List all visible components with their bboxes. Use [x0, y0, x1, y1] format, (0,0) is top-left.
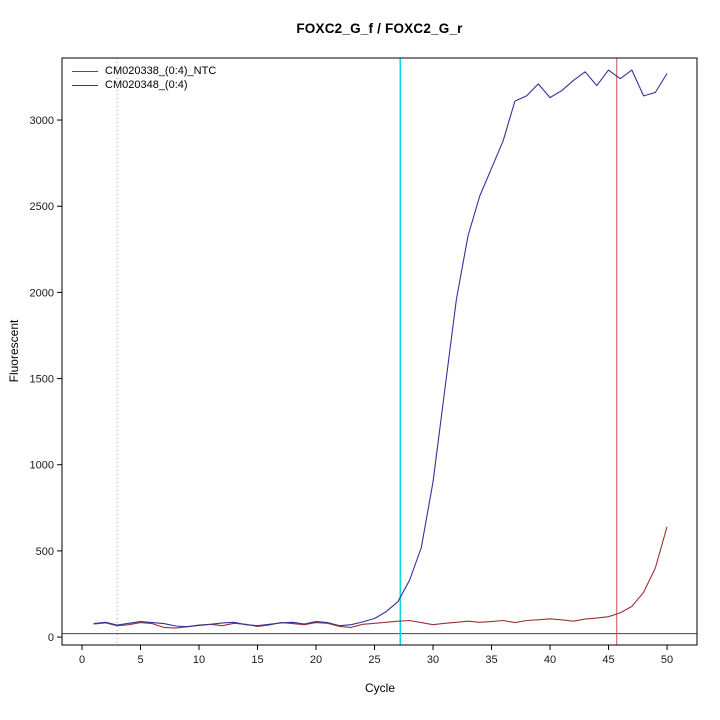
y-tick-label: 1000	[30, 460, 54, 472]
legend-label-ntc: CM020338_(0:4)_NTC	[105, 65, 217, 77]
series-line-ntc	[93, 526, 668, 629]
x-tick-label: 5	[137, 654, 143, 666]
plot-border	[61, 57, 698, 646]
legend-line-swatch-sample	[72, 84, 98, 86]
x-tick-label: 45	[602, 654, 614, 666]
y-tick-label: 2500	[30, 201, 54, 213]
x-tick-label: 10	[193, 654, 205, 666]
chart-title: FOXC2_G_f / FOXC2_G_r	[296, 21, 463, 36]
y-axis-label: Fluorescent	[7, 319, 21, 383]
y-tick-label: 1500	[30, 374, 54, 386]
y-tick-label: 500	[36, 546, 54, 558]
x-tick-label: 30	[427, 654, 439, 666]
x-tick-label: 20	[310, 654, 322, 666]
x-tick-label: 15	[251, 654, 263, 666]
x-tick-label: 50	[661, 654, 673, 666]
y-axis: 0 500 1000 1500 2000 2500 3000	[30, 115, 62, 644]
x-tick-label: 25	[368, 654, 380, 666]
legend-item-ntc: CM020338_(0:4)_NTC	[72, 64, 216, 78]
legend-item-sample: CM020348_(0:4)	[72, 78, 216, 92]
x-tick-label: 35	[485, 654, 497, 666]
x-tick-label: 40	[544, 654, 556, 666]
y-tick-label: 2000	[30, 287, 54, 299]
series-line-sample	[93, 69, 668, 628]
x-tick-label: 0	[79, 654, 85, 666]
legend-line-swatch-ntc	[72, 70, 98, 72]
legend-label-sample: CM020348_(0:4)	[105, 79, 188, 91]
legend: CM020338_(0:4)_NTC CM020348_(0:4)	[72, 64, 216, 92]
y-tick-label: 0	[48, 632, 54, 644]
y-tick-label: 3000	[30, 115, 54, 127]
x-axis-label: Cycle	[364, 681, 395, 695]
x-axis: 0 5 10 15 20 25 30 35 40 45 50	[79, 645, 673, 666]
